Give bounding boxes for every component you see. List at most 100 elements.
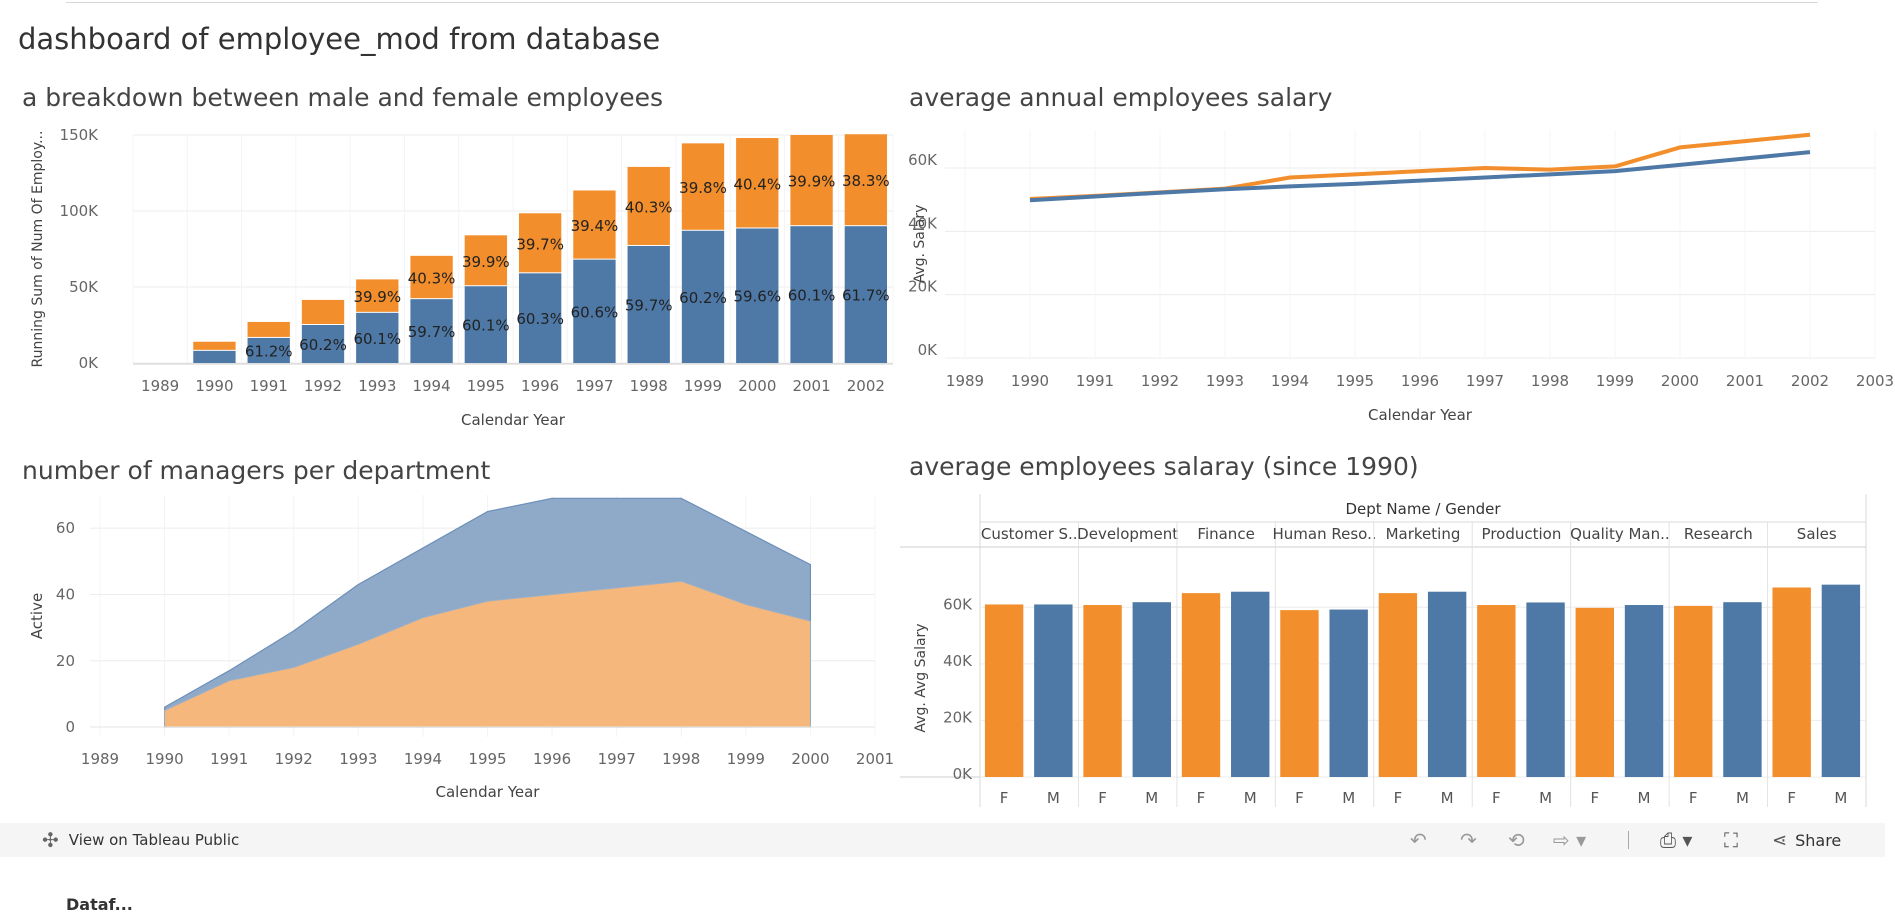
tableau-toolbar: ✣ View on Tableau Public ↶ ↷ ⟲ ⇨ ▾ ⎙ ▾ ⛶…: [0, 823, 1885, 857]
x-tick-label: 1992: [1141, 372, 1179, 390]
gender-breakdown-chart[interactable]: 0K 50K 100K 150K 1989 1990 1991 1992 1993 1994 199…: [0, 110, 900, 435]
y-tick-label: 0: [65, 718, 75, 736]
x-tick-label: 1999: [1596, 372, 1634, 390]
bar-male: [1231, 591, 1270, 777]
fullscreen-icon[interactable]: ⛶: [1724, 828, 1738, 852]
x-tick-label: 1998: [662, 750, 700, 768]
redo-icon[interactable]: ↷: [1460, 828, 1477, 852]
gender-label: M: [1145, 789, 1158, 807]
bar-male: [736, 228, 779, 363]
gender-label: M: [1441, 789, 1454, 807]
bar-female: [1378, 593, 1418, 777]
data-label: 60.2%: [679, 289, 727, 307]
gender-label: F: [1787, 789, 1796, 807]
x-tick-label: 1990: [1011, 372, 1049, 390]
y-tick-label: 50K: [69, 278, 99, 296]
bar-female: [681, 143, 725, 230]
gender-label: F: [1197, 789, 1206, 807]
y-tick-label: 60K: [908, 151, 938, 169]
x-tick-label: 1994: [412, 377, 450, 395]
share-label: Share: [1795, 830, 1842, 850]
x-tick-label: 1996: [533, 750, 571, 768]
data-label: 39.7%: [516, 235, 564, 253]
y-axis-title: Avg. Salary: [912, 205, 928, 284]
data-label: 40.3%: [625, 198, 673, 216]
data-label: 59.6%: [733, 288, 781, 306]
gender-label: M: [1342, 789, 1355, 807]
gender-label: F: [1000, 789, 1009, 807]
bar-male: [410, 299, 453, 363]
x-tick-label: 1998: [630, 377, 668, 395]
share-icon: ⋖: [1772, 829, 1788, 851]
dept-label: Marketing: [1386, 525, 1461, 543]
avg-salary-line-chart[interactable]: 0K 20K 40K 60K 1989 1990 1991 1992 1993 1994 1995 1…: [900, 110, 1894, 435]
bar-male: [1624, 605, 1664, 777]
x-tick-label: 1991: [250, 377, 288, 395]
x-tick-label: 2000: [1661, 372, 1699, 390]
x-tick-label: 1995: [468, 750, 506, 768]
x-tick-label: 1990: [195, 377, 233, 395]
gender-label: F: [1295, 789, 1304, 807]
revert-icon[interactable]: ⟲: [1508, 828, 1525, 852]
gender-label: M: [1244, 789, 1257, 807]
dept-label: Sales: [1797, 525, 1837, 543]
data-label: 60.3%: [516, 310, 564, 328]
bar-female: [410, 255, 453, 299]
y-axis-title: Active: [28, 593, 46, 639]
bar-female: [1083, 605, 1122, 777]
y-tick-label: 20K: [943, 708, 973, 726]
bar-male: [1034, 604, 1073, 777]
bar-male: [1526, 602, 1565, 777]
bar-female: [1674, 605, 1713, 777]
refresh-icon[interactable]: ⇨ ▾: [1553, 828, 1587, 852]
gender-label: F: [1590, 789, 1599, 807]
y-tick-label: 0K: [79, 354, 100, 372]
x-tick-label: 1990: [145, 750, 183, 768]
dept-label: Development: [1077, 525, 1178, 543]
bar-female: [1477, 605, 1516, 777]
y-tick-label: 40K: [908, 214, 938, 232]
x-tick-label: 1994: [1271, 372, 1309, 390]
bar-male: [1427, 591, 1467, 777]
bar-female: [1772, 587, 1811, 777]
bar-male: [1821, 584, 1861, 777]
data-label: 39.9%: [462, 253, 510, 271]
bar-female: [518, 213, 562, 273]
x-tick-label: 1991: [1076, 372, 1114, 390]
undo-icon[interactable]: ↶: [1410, 828, 1427, 852]
y-tick-label: 0K: [953, 765, 974, 783]
x-tick-label: 1994: [404, 750, 442, 768]
download-icon[interactable]: ⎙ ▾: [1660, 828, 1693, 852]
y-tick-label: 60: [56, 519, 75, 537]
x-tick-label: 2000: [791, 750, 829, 768]
share-button[interactable]: ⋖ Share: [1772, 823, 1841, 857]
data-label: 40.3%: [408, 270, 456, 288]
data-label: 60.2%: [299, 336, 347, 354]
dept-salary-chart[interactable]: Dept Name / Gender Avg. Avg Salary 0K 20K 40…: [900, 480, 1885, 810]
y-tick-label: 40K: [943, 652, 973, 670]
bar-male: [247, 337, 290, 363]
bar-female: [356, 279, 399, 312]
gender-label: M: [1736, 789, 1749, 807]
x-axis-title: Calendar Year: [461, 411, 566, 429]
x-tick-label: 1992: [275, 750, 313, 768]
data-label: 40.4%: [733, 175, 781, 193]
header-label: Dept Name / Gender: [1345, 500, 1501, 518]
bar-male: [518, 273, 562, 363]
tableau-public-icon: ✣: [42, 828, 59, 852]
data-label: 39.4%: [571, 217, 619, 235]
x-tick-label: 1989: [141, 377, 179, 395]
x-tick-label: 1997: [1466, 372, 1504, 390]
x-tick-label: 1996: [1401, 372, 1439, 390]
managers-chart-title: number of managers per department: [22, 456, 491, 485]
x-tick-label: 1989: [81, 750, 119, 768]
area-series-orange: [164, 580, 811, 728]
data-label: 39.9%: [788, 173, 836, 191]
data-label: 38.3%: [842, 172, 890, 190]
managers-area-chart[interactable]: 0 20 40 60 1989 1990 1991 1992 1993 1994 1995 1996 1…: [0, 480, 900, 810]
view-on-tableau-label: View on Tableau Public: [68, 831, 240, 849]
series-line: [1029, 150, 1811, 203]
view-on-tableau-button[interactable]: ✣ View on Tableau Public: [42, 823, 239, 857]
x-tick-label: 1998: [1531, 372, 1569, 390]
x-tick-label: 1997: [575, 377, 613, 395]
